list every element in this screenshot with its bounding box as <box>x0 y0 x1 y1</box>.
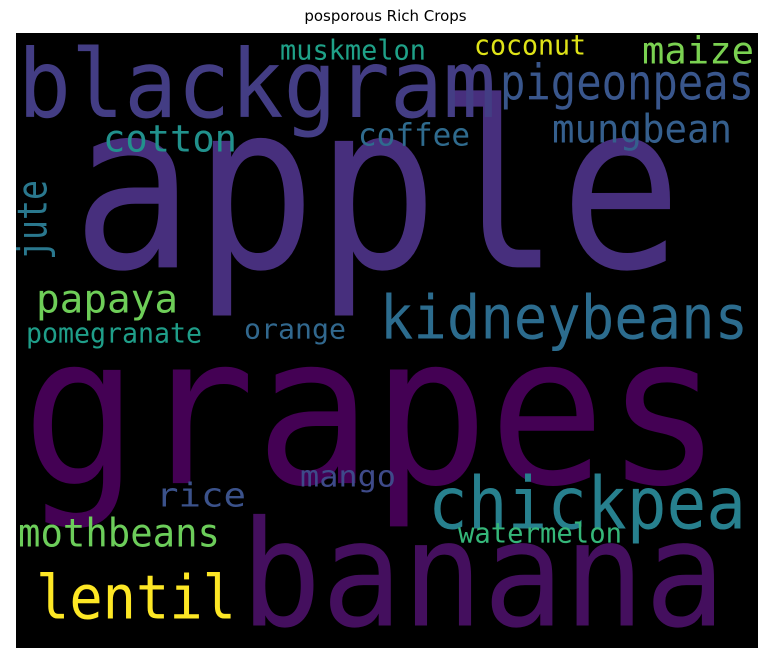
word-cotton: cotton <box>103 116 237 161</box>
word-chickpea: chickpea <box>427 462 747 547</box>
word-jute: jute <box>16 180 57 260</box>
word-coffee: coffee <box>357 117 471 154</box>
word-maize: maize <box>642 33 754 73</box>
word-kidneybeans: kidneybeans <box>379 283 749 354</box>
word-mothbeans: mothbeans <box>18 511 220 557</box>
word-mango: mango <box>299 459 397 494</box>
word-grapes: grapes <box>21 290 723 533</box>
word-cloud-canvas: grapes apple banana blackgram chickpea kidney… <box>16 33 758 648</box>
word-orange: orange <box>244 314 346 346</box>
word-pomegranate: pomegranate <box>25 318 203 350</box>
word-muskmelon: muskmelon <box>280 35 426 67</box>
word-mungbean: mungbean <box>551 107 733 153</box>
word-coconut: coconut <box>473 33 587 62</box>
word-rice: rice <box>155 475 247 515</box>
word-papaya: papaya <box>36 277 178 323</box>
word-lentil: lentil <box>36 563 236 634</box>
word-apple: apple <box>72 52 682 323</box>
word-blackgram: blackgram <box>17 33 497 140</box>
chart-title: posporous Rich Crops <box>304 7 467 25</box>
word-watermelon: watermelon <box>457 518 623 550</box>
word-banana: banana <box>240 489 725 649</box>
word-pigeonpeas: pigeonpeas <box>499 54 755 112</box>
